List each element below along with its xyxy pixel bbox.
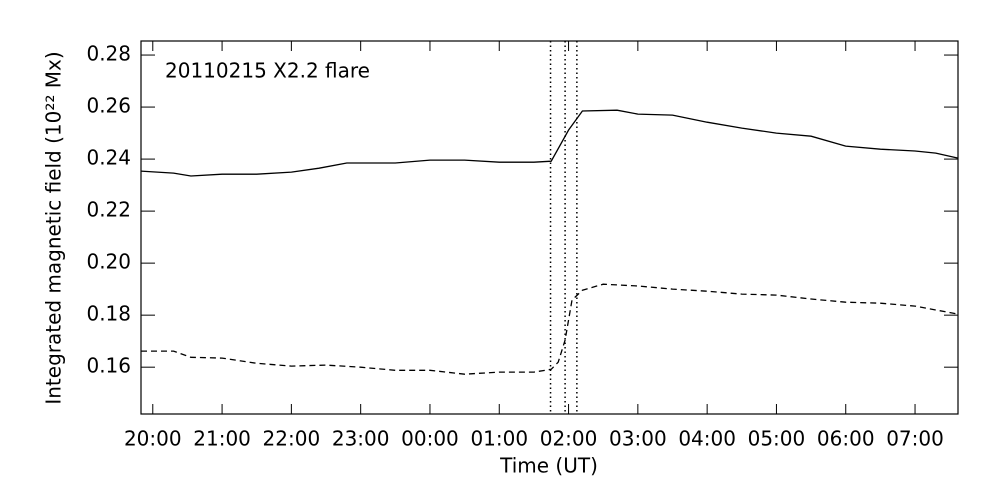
y-tick-label: 0.22	[86, 198, 131, 222]
x-tick-label: 02:00	[540, 427, 598, 451]
x-tick-label: 06:00	[817, 427, 875, 451]
y-tick-label: 0.28	[86, 42, 131, 66]
x-tick-label: 03:00	[609, 427, 667, 451]
x-tick-label: 20:00	[124, 427, 182, 451]
series-line	[141, 283, 959, 375]
x-tick-label: 05:00	[748, 427, 806, 451]
x-tick-label: 22:00	[263, 427, 321, 451]
annotation: 20110215 X2.2 flare	[165, 59, 370, 83]
y-tick-label: 0.20	[86, 250, 131, 274]
x-tick-label: 07:00	[886, 427, 944, 451]
x-tick-label: 23:00	[332, 427, 390, 451]
y-tick-label: 0.24	[86, 146, 131, 170]
x-axis-label: Time (UT)	[499, 454, 598, 478]
x-tick-label: 04:00	[678, 427, 736, 451]
plot-frame	[140, 40, 959, 415]
x-tick-label: 21:00	[193, 427, 251, 451]
y-tick-label: 0.16	[86, 354, 131, 378]
y-axis-label: Integrated magnetic field (10²² Mx)	[42, 51, 66, 404]
x-tick-label: 00:00	[401, 427, 459, 451]
y-tick-label: 0.18	[86, 302, 131, 326]
x-tick-label: 01:00	[470, 427, 528, 451]
y-tick-label: 0.26	[86, 94, 131, 118]
series-line	[140, 109, 959, 177]
